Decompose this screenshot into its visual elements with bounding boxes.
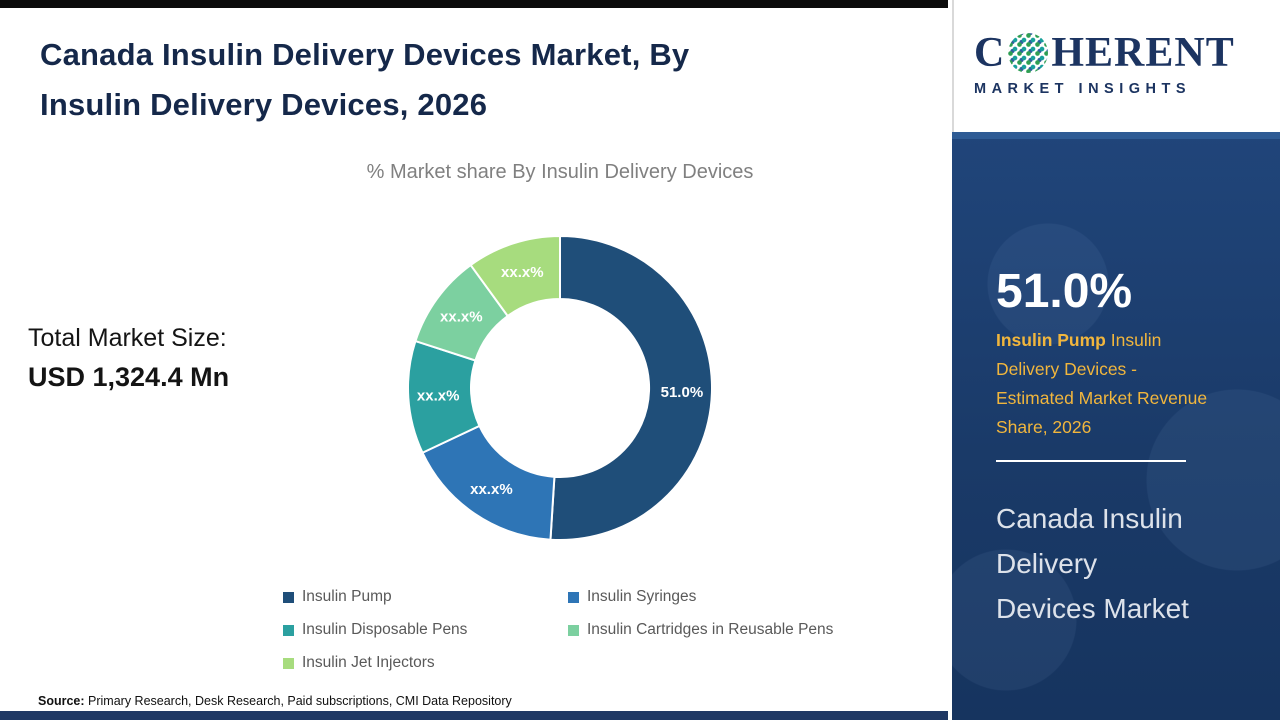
- legend-label: Insulin Cartridges in Reusable Pens: [587, 621, 834, 638]
- source-text: Primary Research, Desk Research, Paid su…: [84, 694, 512, 708]
- legend-swatch-icon: [283, 624, 294, 636]
- donut-chart-svg: 51.0% xx.x% xx.x% xx.x% xx.x%: [407, 234, 713, 541]
- main-area: Canada Insulin Delivery Devices Market, …: [0, 0, 948, 720]
- legend-label: Insulin Pump: [302, 588, 392, 605]
- source-label: Source:: [38, 694, 85, 708]
- right-panel: C HERENT MARKET INSIGHTS 51.0% Insulin Pu…: [952, 0, 1280, 720]
- logo-letter-c: C: [974, 30, 1006, 76]
- legend-label: Insulin Syringes: [587, 588, 697, 605]
- legend-label: Insulin Jet Injectors: [302, 654, 435, 671]
- total-market-size-label: Total Market Size:: [28, 324, 227, 352]
- panel-market-name-line3: Devices Market: [996, 593, 1189, 624]
- legend-item-3: Insulin Cartridges in Reusable Pens: [568, 621, 833, 639]
- highlight-description-rest: Insulin Delivery Devices - Estimated Mar…: [996, 330, 1208, 437]
- panel-divider: [996, 460, 1186, 462]
- total-market-size: Total Market Size: USD 1,324.4 Mn: [28, 324, 229, 393]
- legend-swatch-icon: [568, 591, 579, 603]
- donut-segment-label-3: xx.x%: [440, 308, 483, 325]
- page-title: Canada Insulin Delivery Devices Market, …: [40, 30, 900, 130]
- donut-chart: 51.0% xx.x% xx.x% xx.x% xx.x%: [400, 228, 720, 548]
- legend-swatch-icon: [283, 657, 294, 669]
- donut-segment-4: [469, 234, 561, 318]
- donut-segment-label-4: xx.x%: [501, 264, 544, 281]
- highlight-description: Insulin Pump Insulin Delivery Devices - …: [996, 326, 1210, 442]
- coherent-globe-icon: [1008, 33, 1049, 73]
- legend-item-2: Insulin Disposable Pens: [283, 621, 568, 639]
- legend-item-0: Insulin Pump: [283, 588, 568, 606]
- donut-segment-label-0: 51.0%: [661, 384, 704, 401]
- coherent-logo: C HERENT MARKET INSIGHTS: [974, 32, 1235, 97]
- highlight-stat: 51.0%: [996, 265, 1133, 318]
- legend-item-1: Insulin Syringes: [568, 588, 833, 606]
- logo-tagline: MARKET INSIGHTS: [974, 81, 1192, 97]
- chart-legend: Insulin Pump Insulin Syringes Insulin Disp…: [283, 588, 833, 672]
- page-title-line2: Insulin Delivery Devices, 2026: [40, 87, 488, 122]
- source-line: Source: Primary Research, Desk Research,…: [38, 694, 512, 708]
- logo-wordmark: C HERENT: [974, 32, 1235, 74]
- chart-subtitle: % Market share By Insulin Delivery Devic…: [366, 161, 754, 183]
- panel-market-name: Canada Insulin Delivery Devices Market: [996, 496, 1189, 631]
- logo-word-end: HERENT: [1051, 30, 1235, 76]
- logo-box: C HERENT MARKET INSIGHTS: [952, 0, 1280, 132]
- legend-item-4: Insulin Jet Injectors: [283, 654, 568, 672]
- total-market-size-value: USD 1,324.4 Mn: [28, 362, 230, 392]
- legend-swatch-icon: [568, 624, 579, 636]
- donut-segment-0: [549, 234, 713, 541]
- legend-swatch-icon: [283, 591, 294, 603]
- page-title-line1: Canada Insulin Delivery Devices Market, …: [40, 37, 690, 72]
- panel-top-strip: [952, 132, 1280, 139]
- top-accent-bar: [0, 0, 948, 8]
- bottom-accent-bar: [0, 711, 948, 720]
- donut-segment-label-2: xx.x%: [417, 388, 460, 405]
- panel-market-name-line2: Delivery: [996, 548, 1098, 579]
- highlight-description-lead: Insulin Pump: [996, 330, 1106, 350]
- donut-segment-label-1: xx.x%: [470, 481, 513, 498]
- panel-market-name-line1: Canada Insulin: [996, 503, 1183, 534]
- legend-label: Insulin Disposable Pens: [302, 621, 468, 638]
- panel-background-texture: [952, 172, 1280, 720]
- highlight-panel: 51.0% Insulin Pump Insulin Delivery Devi…: [952, 132, 1280, 720]
